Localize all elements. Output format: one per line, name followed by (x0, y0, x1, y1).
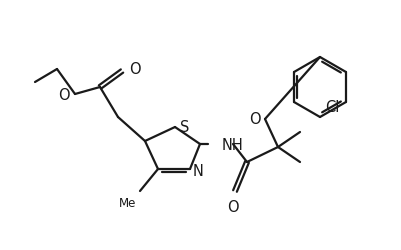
Text: NH: NH (221, 137, 243, 152)
Text: O: O (249, 111, 260, 126)
Text: O: O (58, 87, 70, 102)
Text: Me: Me (118, 196, 136, 209)
Text: O: O (227, 199, 238, 214)
Text: O: O (129, 62, 140, 77)
Text: N: N (192, 164, 203, 179)
Text: Cl: Cl (324, 100, 338, 114)
Text: S: S (180, 119, 189, 134)
